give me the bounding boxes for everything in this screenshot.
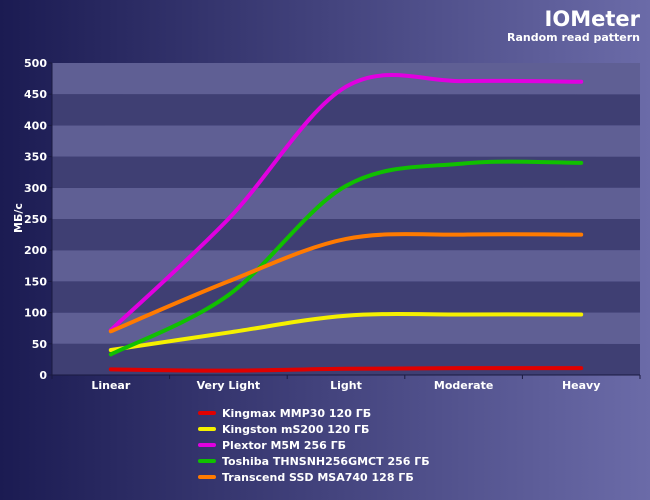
- series-line-4: [108, 159, 584, 357]
- x-axis-ticks: Linear Very Light Light Moderate Heavy: [51, 375, 641, 392]
- plot-band: [52, 281, 640, 313]
- y-tick-label: 250: [24, 213, 47, 226]
- legend-label: Plextor M5M 256 ГБ: [222, 439, 346, 452]
- y-tick-label: 100: [24, 307, 47, 320]
- y-tick-label: 350: [24, 151, 47, 164]
- plot-band: [52, 187, 640, 219]
- y-tick-label: 300: [24, 182, 47, 195]
- plot-band: [52, 125, 640, 157]
- plot-band: [52, 250, 640, 282]
- x-tick-label: Linear: [91, 379, 130, 392]
- legend-label: Kingston mS200 120 ГБ: [222, 423, 369, 436]
- x-tick-label: Heavy: [562, 379, 600, 392]
- legend-label: Transcend SSD MSA740 128 ГБ: [222, 471, 414, 484]
- series-line-3: [108, 73, 584, 333]
- y-tick-label: 150: [24, 275, 47, 288]
- y-axis-label: МБ/с: [12, 203, 25, 233]
- y-tick-label: 450: [24, 88, 47, 101]
- y-tick-label: 50: [32, 338, 48, 351]
- chart-title: IOMeter: [545, 7, 641, 31]
- plot-band: [52, 94, 640, 126]
- y-tick-label: 200: [24, 244, 47, 257]
- series-line-2: [108, 312, 584, 353]
- series-lines: [108, 73, 584, 373]
- x-tick-label: Very Light: [197, 379, 261, 392]
- y-tick-label: 500: [24, 57, 47, 70]
- legend-label: Toshiba THNSNH256GMCT 256 ГБ: [222, 455, 430, 468]
- y-tick-label: 0: [39, 369, 47, 382]
- plot-band: [52, 63, 640, 95]
- x-tick-label: Light: [330, 379, 362, 392]
- chart-subtitle: Random read pattern: [507, 31, 640, 44]
- legend-label: Kingmax MMP30 120 ГБ: [222, 407, 371, 420]
- y-axis-ticks: 0 50 100 150 200 250 300 350 400 450 500: [24, 57, 52, 382]
- series-line-5: [108, 232, 584, 334]
- series-line-1: [108, 366, 584, 373]
- x-tick-label: Moderate: [434, 379, 493, 392]
- legend: Kingmax MMP30 120 ГБ Kingston mS200 120 Г…: [198, 407, 430, 484]
- plot-area: [51, 63, 640, 376]
- y-tick-label: 400: [24, 119, 47, 132]
